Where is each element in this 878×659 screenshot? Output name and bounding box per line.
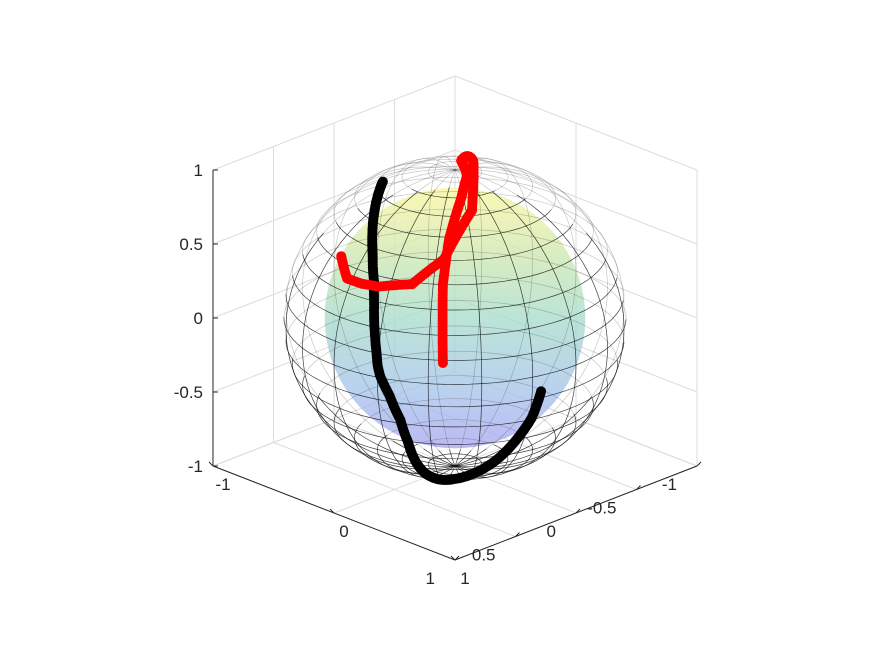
latitude-line	[562, 377, 608, 428]
latitude-line	[319, 350, 593, 399]
y-tick	[454, 555, 460, 561]
longitude-line	[392, 440, 456, 467]
longitude-line	[454, 169, 461, 187]
latitude-line	[376, 434, 511, 481]
y-tick-label: -0.5	[587, 499, 616, 518]
longitude-line	[454, 449, 461, 467]
latitude-line	[411, 188, 493, 199]
y-tick	[575, 508, 581, 514]
z-tick-label: 1	[194, 161, 203, 180]
latitude-line	[283, 316, 577, 385]
longitude-line	[417, 169, 456, 193]
grid-line	[273, 442, 516, 537]
latitude-line	[569, 277, 618, 318]
longitude-line	[454, 194, 608, 470]
latitude-line	[525, 209, 552, 227]
latitude-line	[552, 398, 594, 444]
latitude-line	[333, 408, 541, 470]
grid-line	[454, 75, 698, 171]
y-tick-label: 1	[426, 569, 435, 588]
latitude-line	[339, 375, 575, 414]
latitude-line	[540, 413, 577, 457]
y-tick	[515, 532, 520, 537]
longitude-line	[392, 169, 456, 196]
latitude-line	[552, 239, 593, 270]
longitude-line	[302, 166, 456, 442]
latitude-line	[562, 259, 606, 294]
z-tick-label: 0.5	[179, 235, 203, 254]
latitude-line	[509, 198, 526, 208]
longitude-line	[376, 158, 456, 451]
grid-line	[212, 75, 456, 171]
latitude-line	[509, 437, 534, 472]
axes-box	[208, 75, 702, 561]
y-tick-label: -1	[662, 475, 677, 494]
x-tick	[208, 461, 214, 467]
latitude-line	[333, 166, 577, 225]
grid-line	[454, 149, 698, 245]
latitude-line	[316, 176, 594, 240]
latitude-line	[291, 358, 571, 428]
longitude-line	[449, 449, 456, 467]
longitude-line	[427, 155, 456, 450]
latitude-line	[285, 335, 575, 408]
y-tick	[696, 461, 702, 467]
longitude-line	[454, 158, 534, 451]
x-tick	[329, 508, 335, 514]
latitude-line	[525, 427, 556, 466]
x-tick-label: 0	[339, 522, 348, 541]
latitude-line	[381, 195, 511, 217]
latitude-line	[575, 319, 627, 366]
longitude-line	[285, 232, 456, 467]
latitude-line	[417, 437, 494, 446]
longitude-line	[454, 169, 625, 397]
latitude-line	[304, 325, 607, 379]
trajectories	[336, 151, 547, 485]
y-tick-label: 0.5	[472, 546, 496, 565]
latitude-line	[285, 293, 575, 361]
y-tick	[636, 485, 641, 490]
trajectory-point-red	[336, 251, 347, 262]
x-tick	[450, 555, 456, 561]
longitude-line	[302, 194, 456, 470]
latitude-line	[427, 161, 483, 183]
latitude-line	[569, 360, 619, 409]
grid-line	[212, 149, 456, 245]
z-tick-label: 0	[194, 309, 203, 328]
longitude-line	[454, 232, 625, 467]
latitude-line	[292, 300, 618, 361]
x-tick-label: -1	[215, 475, 230, 494]
trajectory-point-black	[377, 176, 388, 187]
y-tick-label: 0	[547, 522, 556, 541]
latitude-line	[574, 342, 625, 388]
latitude-line	[492, 190, 496, 193]
latitude-line	[292, 275, 571, 336]
longitude-line	[333, 162, 456, 450]
z-tick-label: -1	[188, 457, 203, 476]
latitude-line	[335, 222, 541, 261]
latitude-line	[574, 300, 624, 342]
longitude-line	[434, 169, 456, 191]
latitude-line	[286, 275, 625, 343]
longitude-line	[449, 169, 456, 187]
x-tick-label: 1	[460, 569, 469, 588]
latitude-line	[427, 453, 483, 475]
longitude-line	[454, 169, 587, 234]
longitude-line	[285, 169, 456, 397]
z-tick-label: -0.5	[174, 383, 203, 402]
tick-labels: -101-1-0.500.51-1-0.500.51	[174, 161, 677, 588]
latitude-line	[283, 251, 627, 320]
latitude-line	[302, 253, 563, 311]
latitude-line	[540, 223, 574, 247]
